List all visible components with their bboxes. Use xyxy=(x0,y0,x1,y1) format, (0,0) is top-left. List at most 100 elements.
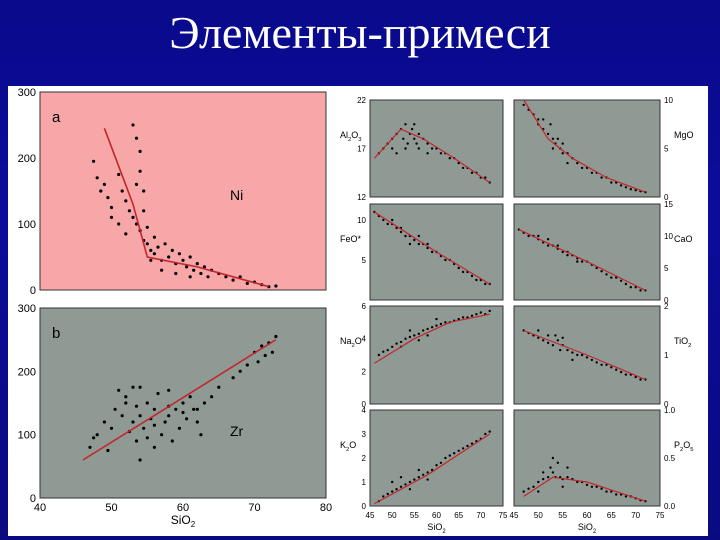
data-point xyxy=(138,458,142,462)
plot-background xyxy=(513,203,661,301)
data-point xyxy=(188,395,192,399)
data-point xyxy=(590,485,594,488)
data-point xyxy=(629,286,632,289)
data-point xyxy=(217,385,221,389)
data-point xyxy=(576,260,579,263)
data-point xyxy=(195,262,199,266)
data-point xyxy=(199,271,203,276)
data-point xyxy=(439,322,443,326)
data-point xyxy=(231,376,235,380)
data-point xyxy=(439,152,443,155)
panel-letter: b xyxy=(52,325,60,342)
data-point xyxy=(377,353,381,357)
data-point xyxy=(404,123,407,126)
data-point xyxy=(170,248,174,252)
data-point xyxy=(402,137,405,140)
data-point xyxy=(537,329,540,332)
data-point xyxy=(561,142,564,145)
data-point xyxy=(170,439,174,443)
data-point xyxy=(576,480,579,484)
data-point xyxy=(131,215,135,219)
data-point xyxy=(571,351,574,354)
chart-panel-6: 0 5 10 15 CaO xyxy=(513,200,693,305)
y-tick-label: 0.0 xyxy=(664,502,676,511)
data-point xyxy=(131,420,135,424)
data-point xyxy=(142,189,146,193)
data-point xyxy=(145,401,149,405)
chart-panel-8: 0 1 2 TiO2 xyxy=(513,302,691,409)
data-point xyxy=(549,123,552,126)
data-point xyxy=(382,495,385,498)
y-tick-label: 300 xyxy=(18,303,36,315)
data-point xyxy=(629,188,632,191)
data-point xyxy=(238,275,242,279)
data-point xyxy=(395,342,398,345)
y-tick-label: 5 xyxy=(362,256,367,265)
data-point xyxy=(488,430,491,433)
data-point xyxy=(138,385,142,389)
data-point xyxy=(448,454,451,457)
x-tick-label: 50 xyxy=(388,511,397,520)
data-point xyxy=(138,414,142,418)
data-point xyxy=(413,478,416,481)
element-label: P2O5 xyxy=(674,440,694,453)
data-point xyxy=(174,407,178,411)
data-point xyxy=(537,336,540,339)
data-point xyxy=(537,118,540,121)
data-point xyxy=(546,238,550,241)
data-point xyxy=(527,234,530,238)
data-point xyxy=(439,461,443,464)
data-point xyxy=(590,171,594,174)
data-point xyxy=(576,161,579,165)
data-point xyxy=(417,242,420,246)
y-tick-label: 22 xyxy=(357,96,366,105)
data-point xyxy=(634,189,637,192)
data-point xyxy=(542,477,545,481)
y-tick-label: 1 xyxy=(664,351,669,360)
data-point xyxy=(466,444,469,448)
data-point xyxy=(163,242,167,246)
data-point xyxy=(256,360,260,364)
data-point xyxy=(415,142,418,145)
data-point xyxy=(149,248,153,252)
data-point xyxy=(549,466,552,469)
data-point xyxy=(426,471,429,474)
data-point xyxy=(551,344,555,347)
data-point xyxy=(185,417,189,421)
data-point xyxy=(99,189,103,193)
data-point xyxy=(382,350,385,353)
data-point xyxy=(546,476,550,479)
data-point xyxy=(408,480,412,484)
data-point xyxy=(522,103,525,107)
data-point xyxy=(109,215,114,219)
y-tick-label: 4 xyxy=(362,406,367,415)
data-point xyxy=(448,157,451,160)
data-point xyxy=(167,388,171,392)
figure-area: 0 100 200 300 a Ni 0 100 200 300 40 50 60 70 80 SiO2 b Zr… xyxy=(8,86,708,536)
data-point xyxy=(386,222,389,226)
data-point xyxy=(546,334,550,337)
element-label: Ni xyxy=(230,187,243,203)
x-tick-label: 50 xyxy=(105,502,117,514)
data-point xyxy=(88,445,92,449)
data-point xyxy=(417,234,420,238)
y-tick-label: 5 xyxy=(664,145,669,154)
data-point xyxy=(475,278,478,282)
data-point xyxy=(580,353,584,357)
x-tick-label: 50 xyxy=(534,511,543,520)
data-point xyxy=(422,329,425,332)
data-point xyxy=(127,209,131,213)
x-tick-label: 65 xyxy=(607,511,616,520)
data-point xyxy=(202,265,206,269)
data-point xyxy=(177,426,181,430)
element-label: K2O xyxy=(340,440,356,453)
data-point xyxy=(391,490,394,493)
data-point xyxy=(238,369,242,373)
data-point xyxy=(134,222,139,226)
y-tick-label: 0 xyxy=(362,502,367,511)
data-point xyxy=(102,182,106,186)
y-tick-label: 10 xyxy=(664,232,673,241)
data-point xyxy=(461,447,465,450)
data-point xyxy=(152,407,156,411)
data-point xyxy=(426,327,429,331)
